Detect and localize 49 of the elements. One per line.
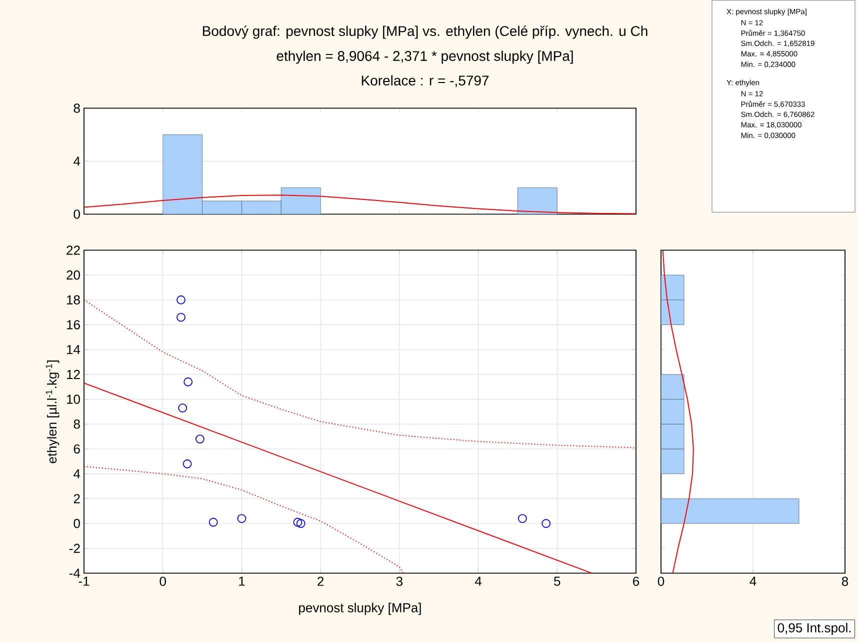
y-tick-label: 0 bbox=[74, 518, 80, 528]
point bbox=[296, 518, 306, 528]
y-tick-label: 6 bbox=[74, 444, 80, 454]
x-tick-label: 0 bbox=[160, 576, 166, 586]
x-tick-label: 4 bbox=[750, 576, 756, 586]
y-tick-label: 20 bbox=[66, 270, 80, 280]
y-tick-label: 22 bbox=[66, 246, 80, 255]
x-tick-label: 2 bbox=[318, 576, 324, 586]
y-axis-title: ethylen [µl.l$^{-1}$.kg$^{-1}$] bbox=[46, 360, 60, 464]
x-tick-label: -1 bbox=[78, 576, 90, 586]
y-tick-label: 4 bbox=[74, 156, 80, 166]
line-series bbox=[84, 194, 636, 214]
y-tick-label: 0 bbox=[74, 209, 80, 219]
y-tick-label: 4 bbox=[74, 469, 80, 478]
line-series bbox=[84, 466, 404, 574]
point bbox=[176, 312, 186, 322]
x-tick-label: 8 bbox=[842, 576, 848, 586]
point bbox=[518, 514, 527, 523]
x-tick-label: 0 bbox=[658, 576, 664, 586]
y-tick-label: 18 bbox=[67, 295, 80, 304]
x-tick-label: 6 bbox=[633, 576, 640, 586]
point bbox=[208, 518, 218, 527]
chart-title: Bodový graf: pevnost slupky [MPa] vs. ethylen (Celé příp. vynech. u Ch bbox=[202, 25, 648, 39]
chart-subtitle: ethylen = 8,9064 - 2,371 * pevnost slupky [MPa] bbox=[276, 50, 573, 64]
point bbox=[293, 518, 302, 527]
y-tick-label: 12 bbox=[67, 370, 80, 379]
y-tick-label: 10 bbox=[67, 394, 80, 404]
x-tick-label: 5 bbox=[554, 576, 560, 586]
y-tick-label: 2 bbox=[74, 494, 80, 504]
point bbox=[237, 514, 246, 523]
y-tick-label: -4 bbox=[70, 568, 80, 578]
y-tick-label: 8 bbox=[74, 104, 80, 113]
point bbox=[176, 295, 186, 304]
point bbox=[182, 459, 192, 468]
y-tick-label: -2 bbox=[70, 544, 80, 553]
line-series bbox=[84, 299, 636, 448]
x-tick-label: 4 bbox=[474, 576, 482, 586]
point bbox=[195, 434, 204, 444]
text: Korelace : r = -,5797 bbox=[362, 75, 489, 88]
text: 0,95 Int.spol. bbox=[778, 622, 851, 635]
y-tick-label: 16 bbox=[67, 320, 80, 330]
point bbox=[178, 403, 188, 412]
x-tick-label: 3 bbox=[396, 576, 402, 586]
point bbox=[184, 377, 193, 386]
y-tick-label: 14 bbox=[67, 345, 80, 354]
y-tick-label: 8 bbox=[74, 419, 80, 429]
x-axis-title: pevnost slupky [MPa] bbox=[299, 602, 421, 615]
x-tick-label: 1 bbox=[239, 576, 245, 586]
point bbox=[542, 518, 551, 528]
